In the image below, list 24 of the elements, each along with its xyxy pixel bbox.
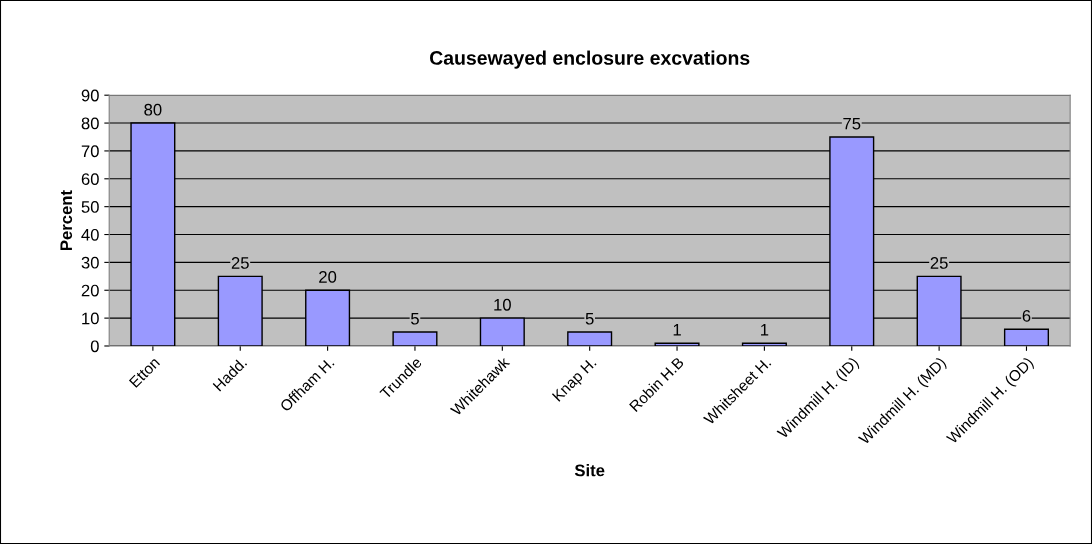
data-label: 5 <box>585 312 594 325</box>
chart-title: Causewayed enclosure excvations <box>430 50 750 69</box>
data-label: 1 <box>673 324 681 336</box>
data-label: 1 <box>761 324 769 336</box>
y-tick-label: 70 <box>81 145 99 158</box>
data-label: 25 <box>231 257 249 269</box>
y-tick-label: 90 <box>81 89 99 102</box>
data-label: 80 <box>144 103 162 116</box>
data-label: 5 <box>410 312 419 325</box>
data-label: 25 <box>930 257 948 269</box>
data-label: 20 <box>319 270 337 283</box>
x-axis-title: Site <box>574 464 605 477</box>
y-tick-label: 60 <box>81 173 99 185</box>
y-tick-label: 10 <box>82 312 99 325</box>
y-tick-label: 50 <box>81 201 99 213</box>
y-tick-label: 0 <box>90 340 99 353</box>
data-label: 75 <box>843 117 861 130</box>
data-label: 6 <box>1022 310 1031 322</box>
y-tick-label: 80 <box>81 117 99 130</box>
y-tick-label: 20 <box>81 284 99 297</box>
y-tick-label: 30 <box>81 256 99 269</box>
data-label: 10 <box>494 298 511 311</box>
y-axis-title: Percent <box>60 190 73 251</box>
y-tick-label: 40 <box>81 228 99 241</box>
